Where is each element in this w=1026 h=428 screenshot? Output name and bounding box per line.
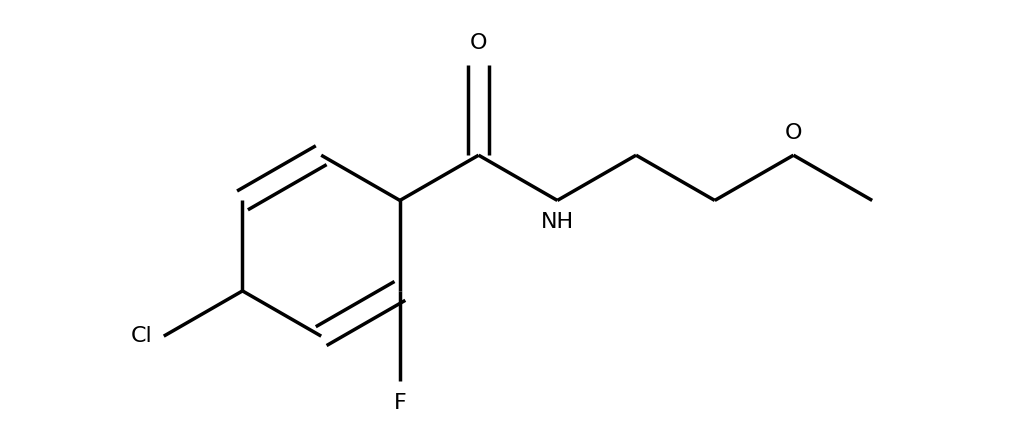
Text: Cl: Cl <box>131 326 153 346</box>
Text: NH: NH <box>541 212 574 232</box>
Text: O: O <box>470 33 487 53</box>
Text: F: F <box>394 393 406 413</box>
Text: O: O <box>785 123 802 143</box>
